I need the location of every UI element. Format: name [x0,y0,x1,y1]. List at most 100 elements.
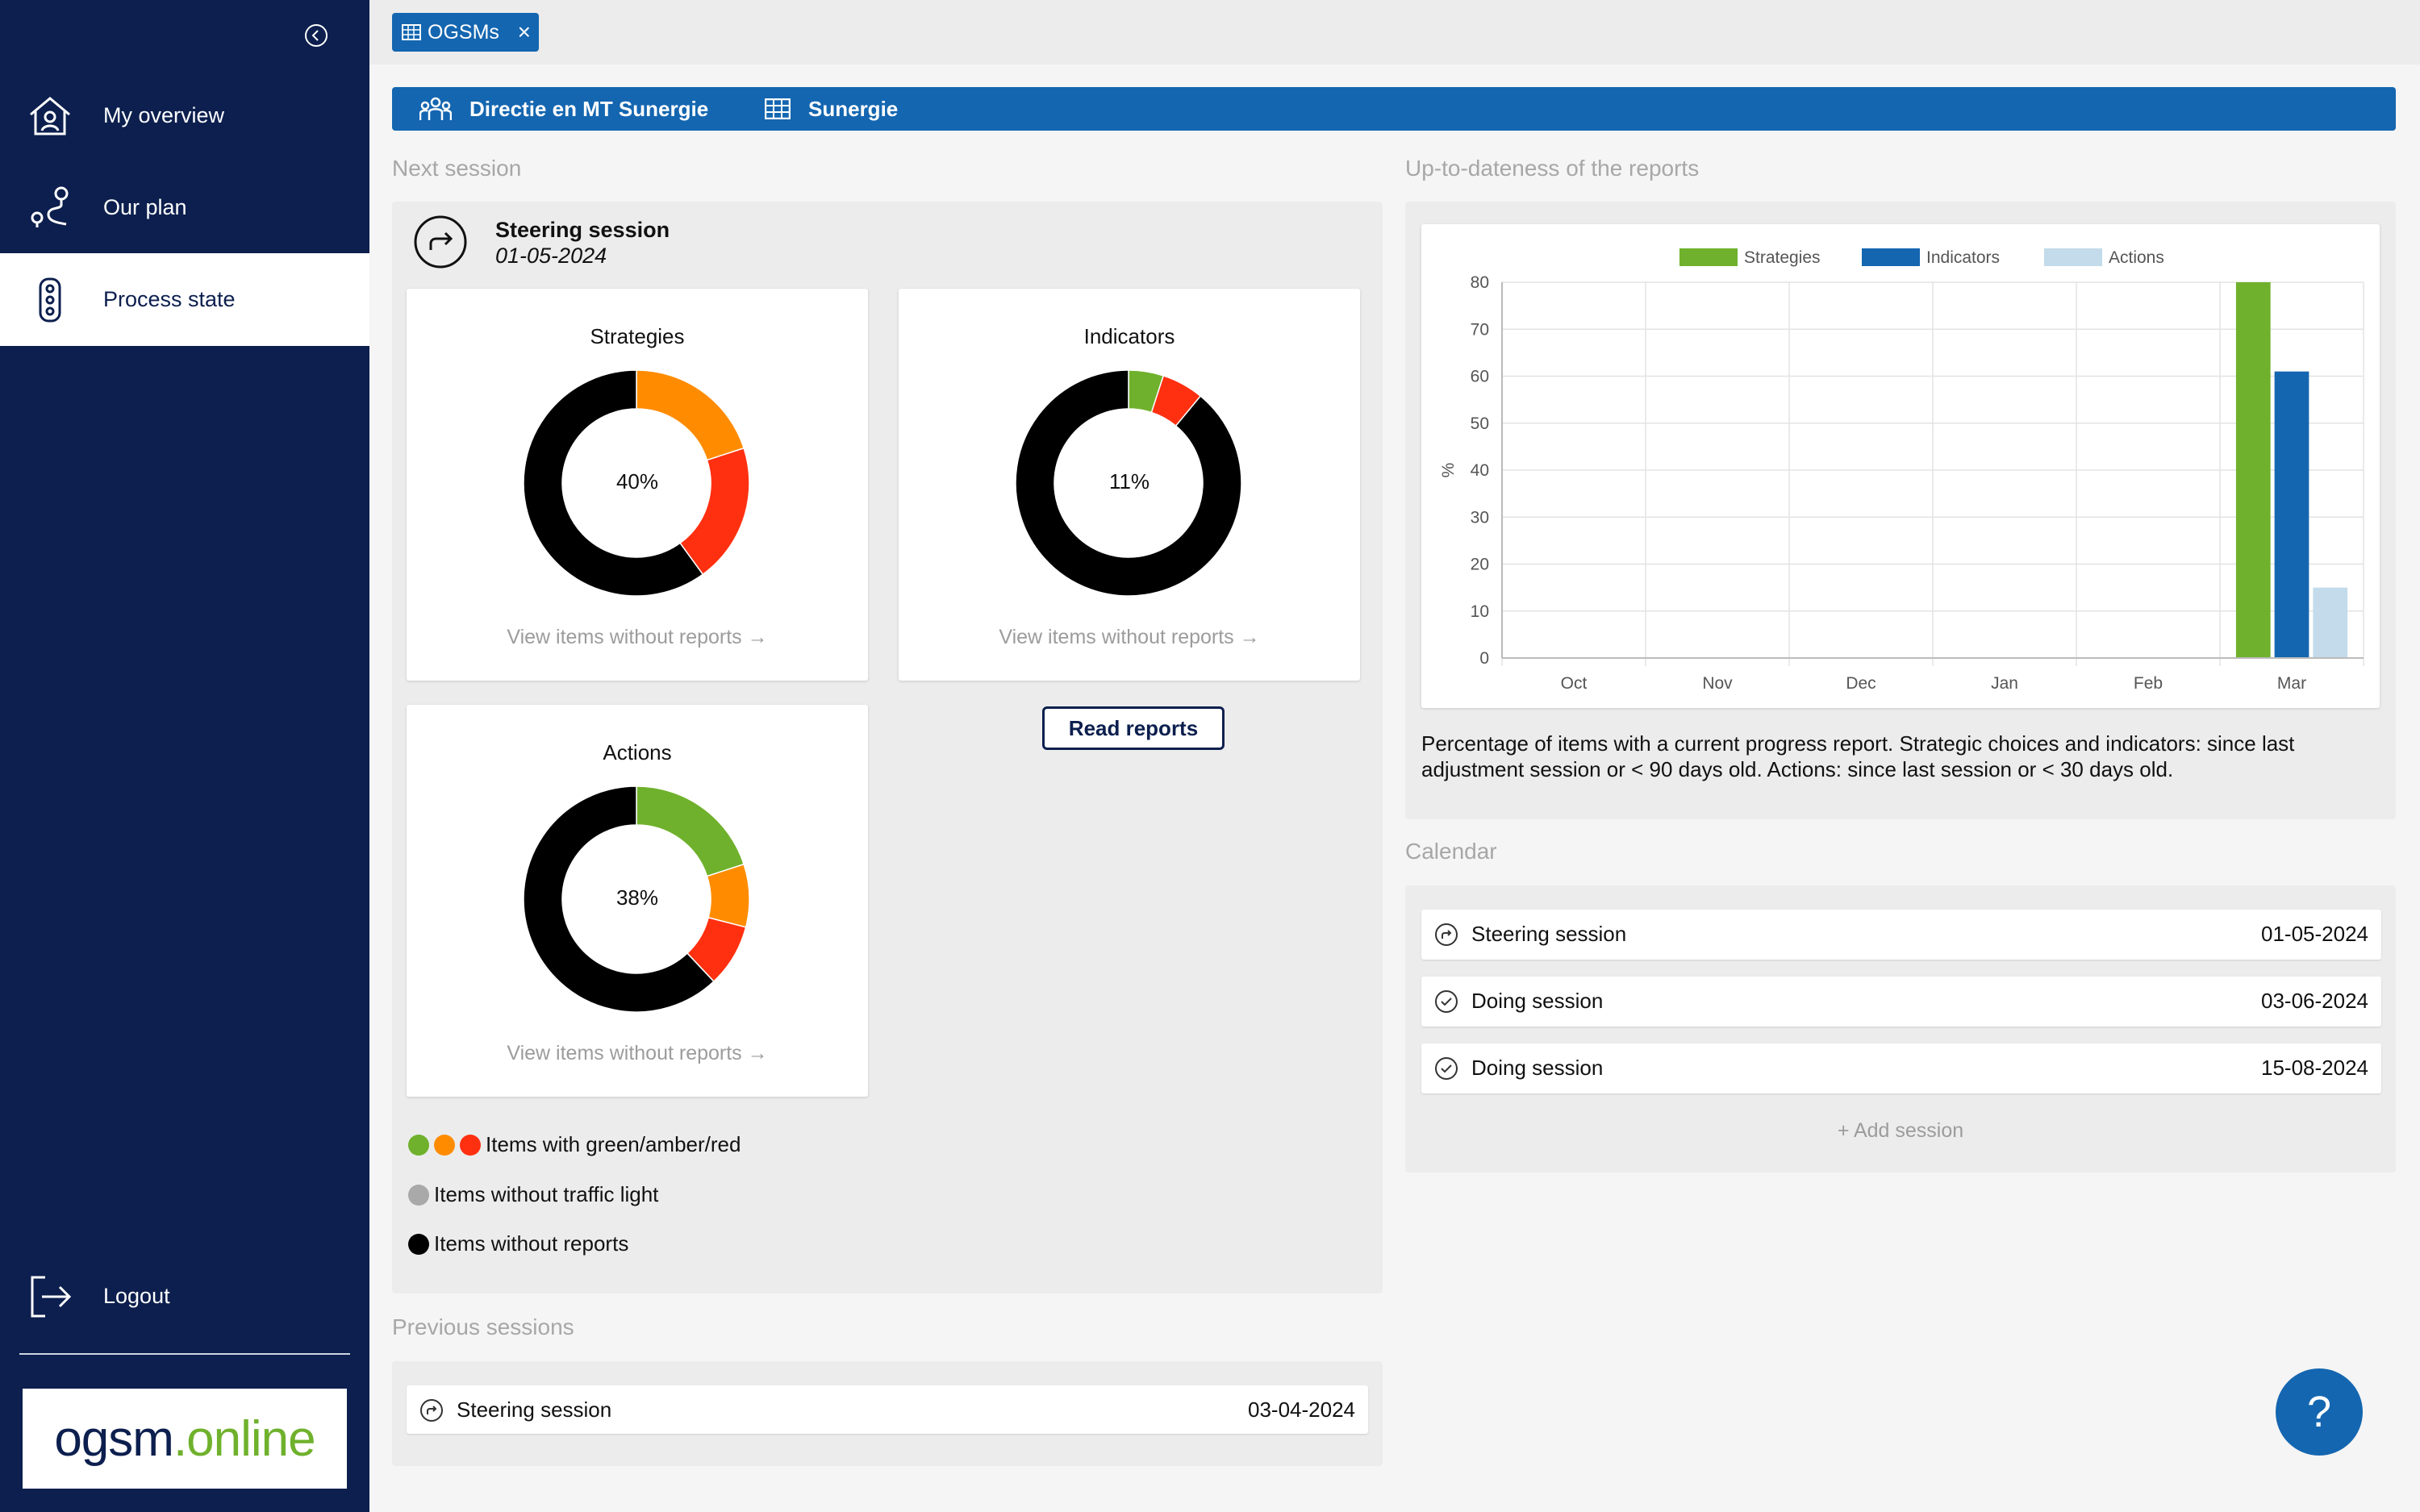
nav-item-our-plan[interactable]: Our plan [0,161,369,254]
next-session-date: 01-05-2024 [495,244,607,268]
x-tick-label: Mar [2277,674,2306,693]
bar-indicators [2274,371,2309,658]
bar-strategies [2235,282,2271,658]
session-label: Doing session [1471,989,1604,1013]
session-label: Steering session [1471,922,1627,946]
session-date: 03-06-2024 [2261,989,2368,1013]
strategies-donut-chart [523,369,750,597]
previous-sessions-panel: Steering session 03-04-2024 [392,1361,1383,1466]
y-tick-label: 20 [1471,556,1489,574]
calendar-row[interactable]: Doing session 03-06-2024 [1421,977,2381,1027]
legend-no-reports: Items without reports [408,1231,628,1256]
uptodate-title: Up-to-dateness of the reports [1405,156,1700,181]
actions-card: Actions 38% View items without reports → [407,705,868,1097]
session-date: 01-05-2024 [2261,922,2368,946]
x-tick-label: Dec [1846,674,1876,693]
calendar-row[interactable]: Doing session 15-08-2024 [1421,1043,2381,1093]
tab-label: OGSMs [428,20,499,44]
view-items-without-reports-link[interactable]: View items without reports → [999,626,1260,648]
tab-bar: OGSMs × [369,0,2420,65]
y-tick-label: 40 [1471,461,1489,480]
y-tick-label: 10 [1471,602,1489,621]
x-tick-label: Nov [1702,674,1733,693]
calendar-row[interactable]: Steering session 01-05-2024 [1421,910,2381,960]
legend-swatch [2044,248,2102,266]
y-tick-label: 80 [1471,273,1489,292]
amber-dot [434,1134,455,1156]
view-items-without-reports-link[interactable]: View items without reports → [507,1042,768,1064]
uptodate-bar-chart: Strategies Indicators Actions 0 10 20 30 40 50 60… [1439,248,2364,693]
session-date: 15-08-2024 [2261,1056,2368,1080]
sidebar: My overview Our plan Process state Logou… [0,0,369,1512]
legend-no-traffic-light: Items without traffic light [408,1182,658,1207]
y-tick-label: 0 [1479,649,1489,668]
card-title: Indicators [1083,324,1175,348]
steering-icon [1435,923,1458,946]
org-name: Sunergie [808,96,899,121]
indicators-card: Indicators 11% View items without report… [899,289,1360,681]
group-name: Directie en MT Sunergie [469,96,709,121]
logout-icon [31,1276,72,1317]
logo-text: ogsm.online [54,1410,315,1467]
read-reports-button[interactable]: Read reports [1042,706,1225,750]
org-bar: Directie en MT Sunergie Sunergie [392,87,2396,131]
calendar-title: Calendar [1405,839,1497,864]
group-selector[interactable]: Directie en MT Sunergie [419,87,708,131]
donut-segment [523,369,704,597]
uptodate-description: Percentage of items with a current progr… [1421,731,2295,781]
legend-label: Indicators [1926,248,2000,267]
legend-traffic-light: Items with green/amber/red [408,1132,741,1157]
nav-item-my-overview[interactable]: My overview [0,69,369,162]
tab-ogsms[interactable]: OGSMs × [392,13,539,52]
add-session-button[interactable]: + Add session [1837,1119,1964,1142]
indicators-donut-chart [1015,369,1242,597]
session-label: Steering session [457,1397,612,1422]
y-tick-label: 70 [1471,320,1489,339]
donut-percent: 38% [615,885,659,910]
check-circle-icon [1435,990,1458,1013]
home-icon [30,96,70,135]
nav-item-process-state[interactable]: Process state [0,253,369,346]
calendar-panel: Steering session 01-05-2024 Doing sessio… [1405,885,2396,1173]
donut-segment [636,369,745,461]
people-group-icon [419,97,452,120]
help-button[interactable]: ? [2276,1368,2363,1456]
steering-icon [420,1399,443,1422]
y-tick-label: 30 [1471,508,1489,527]
next-session-type: Steering session [495,218,670,242]
next-session-panel: Steering session 01-05-2024 Strategies 4… [392,202,1383,1293]
close-icon[interactable]: × [517,19,531,44]
donut-segment [523,785,715,1013]
actions-donut-chart [523,785,750,1013]
legend-label: Actions [2109,248,2164,267]
card-title: Strategies [590,324,685,348]
strategies-card: Strategies 40% View items without report… [407,289,868,681]
donut-segment [679,447,750,576]
y-axis-label: % [1439,463,1458,478]
org-selector[interactable]: Sunergie [765,87,898,131]
steering-icon [414,215,467,269]
logo: ogsm.online [23,1389,347,1489]
card-title: Actions [603,740,672,764]
nav-label: Process state [103,287,236,311]
donut-segment [636,785,745,877]
previous-session-row[interactable]: Steering session 03-04-2024 [407,1385,1368,1434]
legend-swatch [1862,248,1920,266]
nav-label: Our plan [103,195,187,219]
grey-dot [408,1184,429,1206]
view-items-without-reports-link[interactable]: View items without reports → [507,626,768,648]
collapse-sidebar-icon[interactable] [303,23,329,48]
previous-sessions-title: Previous sessions [392,1314,574,1339]
next-session-title: Next session [392,156,522,181]
bar-actions [2313,587,2348,658]
green-dot [408,1134,429,1156]
x-tick-label: Oct [1561,674,1588,693]
logout-button[interactable]: Logout [0,1250,369,1343]
legend-label: Items without traffic light [434,1182,659,1206]
donut-segment [1015,369,1242,597]
black-dot [408,1233,429,1255]
y-tick-label: 60 [1471,368,1489,386]
logout-label: Logout [103,1284,170,1308]
donut-percent: 40% [615,469,659,494]
red-dot [460,1134,481,1156]
